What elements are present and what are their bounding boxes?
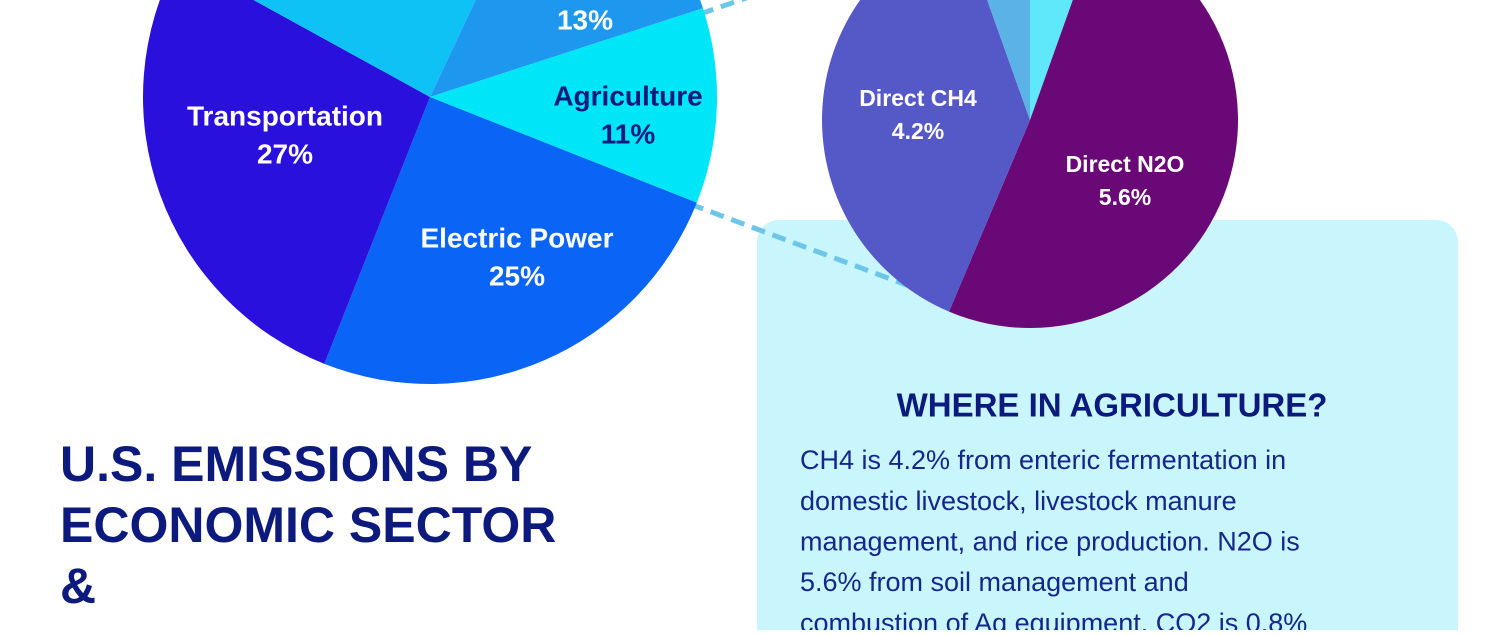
- pie-slice: [324, 97, 697, 384]
- pies: Electric Power 25% Transportation 27% 13% Agr…: [143, 0, 1238, 384]
- pie-slice: [253, 0, 476, 97]
- pie-slice: [143, 0, 430, 364]
- callout-title: WHERE IN AGRICULTURE?: [897, 387, 1328, 424]
- connector: [699, 0, 749, 17]
- slice-value: 13%: [557, 4, 613, 35]
- callout-line: management, and rice production. N2O is: [800, 527, 1300, 557]
- callout-box: [757, 220, 1458, 635]
- heading-line: &: [60, 558, 96, 614]
- slice-value: 4.2%: [892, 118, 944, 144]
- callout-line: combustion of Ag equipment. CO2 is 0.8%: [800, 608, 1307, 630]
- callout-line: domestic livestock, livestock manure: [800, 486, 1237, 516]
- slice-value: 11%: [601, 118, 656, 149]
- slice-label: Agriculture: [553, 80, 702, 111]
- pie-slice: [949, 0, 1238, 328]
- slice-label: Transportation: [187, 100, 383, 131]
- pie-slice: [430, 0, 703, 97]
- callout-line: 5.6% from soil management and: [800, 567, 1189, 597]
- heading-line: U.S. EMISSIONS BY: [60, 436, 532, 492]
- slice-label: Direct CH4: [859, 85, 977, 111]
- slice-label: Electric Power: [421, 222, 614, 253]
- heading-line: ECONOMIC SECTOR: [60, 497, 556, 553]
- slice-label: Direct N2O: [1066, 151, 1185, 177]
- slice-value: 5.6%: [1099, 184, 1151, 210]
- pie-slice: [1030, 0, 1073, 120]
- pie-slice: [987, 0, 1030, 120]
- slice-value: 27%: [257, 138, 313, 169]
- slice-value: 25%: [489, 260, 545, 291]
- callout-line: CH4 is 4.2% from enteric fermentation in: [800, 445, 1286, 475]
- pie-slice: [822, 0, 1030, 312]
- pie-slice: [430, 8, 717, 203]
